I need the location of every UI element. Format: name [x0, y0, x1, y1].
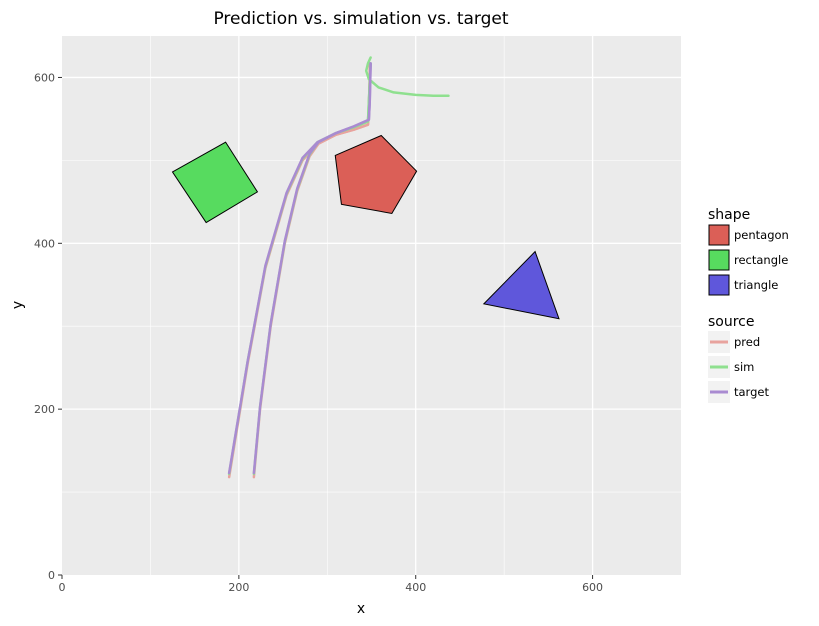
- legend-label-target: target: [734, 385, 769, 399]
- x-axis-title: x: [357, 601, 365, 617]
- sim-trajectory-3: [364, 56, 450, 97]
- trajectory-layer: [227, 56, 450, 479]
- legend-key-pentagon: [708, 224, 730, 246]
- y-tick-label: 400: [34, 237, 55, 250]
- rectangle-shape: [171, 141, 259, 224]
- y-tick-label: 600: [34, 71, 55, 84]
- shapes-layer: [171, 134, 560, 320]
- y-tick-label: 0: [48, 569, 55, 582]
- legend-source-title: source: [708, 314, 755, 330]
- x-tick-label: 600: [582, 581, 603, 594]
- legend-label-pentagon: pentagon: [734, 228, 789, 242]
- legend-key-rectangle: [708, 249, 730, 271]
- legend-key-triangle: [708, 274, 730, 296]
- triangle-shape: [482, 250, 560, 320]
- legend-label-triangle: triangle: [734, 278, 778, 292]
- axes: 0 200 400 600 0 200 400 600: [34, 71, 603, 594]
- chart-title: Prediction vs. simulation vs. target: [213, 9, 508, 29]
- legend-label-sim: sim: [734, 360, 754, 374]
- y-tick-label: 200: [34, 403, 55, 416]
- legend-label-rectangle: rectangle: [734, 253, 788, 267]
- y-axis-title: y: [10, 301, 26, 309]
- pentagon-shape: [334, 134, 418, 215]
- x-tick-label: 0: [59, 581, 66, 594]
- target-trajectory-2: [252, 62, 372, 475]
- legend-label-pred: pred: [734, 335, 760, 349]
- legend: shape pentagon rectangle triangle source pred…: [708, 207, 789, 403]
- plot-panel: [62, 36, 681, 575]
- x-tick-label: 200: [228, 581, 249, 594]
- x-tick-label: 400: [405, 581, 426, 594]
- legend-shape-title: shape: [708, 207, 750, 223]
